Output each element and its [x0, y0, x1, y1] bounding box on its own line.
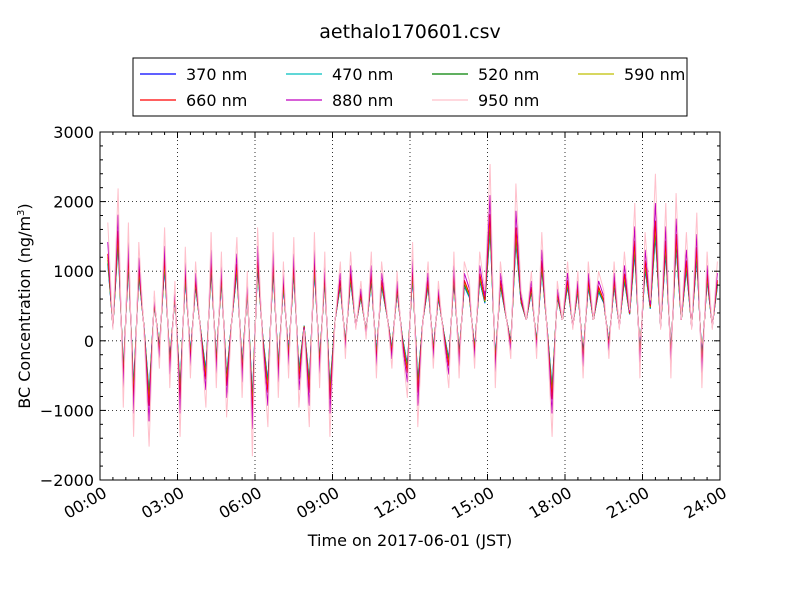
y-tick-label-1: −1000: [40, 401, 94, 420]
legend-label-5: 880 nm: [332, 91, 393, 110]
legend-frame: [132, 57, 688, 117]
x-tick-label-5: 15:00: [448, 483, 497, 523]
x-tick-label-8: 24:00: [681, 483, 730, 523]
y-tick-label-5: 3000: [53, 123, 94, 142]
legend-label-0: 370 nm: [186, 65, 247, 84]
legend-label-4: 660 nm: [186, 91, 247, 110]
y-axis-title-superscript: 3: [16, 210, 27, 216]
y-tick-label-4: 2000: [53, 193, 94, 212]
x-tick-label-4: 12:00: [371, 483, 420, 523]
x-tick-label-3: 09:00: [293, 483, 342, 523]
y-axis-title-suffix: ): [15, 203, 34, 209]
legend-label-2: 520 nm: [478, 65, 539, 84]
legend-label-3: 590 nm: [624, 65, 685, 84]
series-layer: [107, 163, 718, 457]
y-tick-label-0: −2000: [40, 471, 94, 490]
y-axis-title-main: BC Concentration (ng/m: [15, 216, 34, 409]
legend-label-6: 950 nm: [478, 91, 539, 110]
y-axis-title: BC Concentration (ng/m3): [15, 203, 34, 408]
x-tick-label-6: 18:00: [526, 483, 575, 523]
grid-layer: [100, 132, 720, 480]
x-tick-label-7: 21:00: [603, 483, 652, 523]
legend: 370 nm 470 nm 520 nm 590 nm 660 nm 880 nm 950 …: [132, 57, 688, 117]
chart-title: aethalo170601.csv: [319, 21, 501, 43]
y-tick-label-2: 0: [84, 332, 94, 351]
series-line-950-nm: [107, 163, 718, 457]
x-axis-title: Time on 2017-06-01 (JST): [307, 531, 512, 550]
y-tick-label-3: 1000: [53, 262, 94, 281]
legend-items: 370 nm 470 nm 520 nm 590 nm 660 nm 880 nm 950 …: [140, 65, 685, 110]
x-tick-label-1: 03:00: [138, 483, 187, 523]
legend-label-1: 470 nm: [332, 65, 393, 84]
x-tick-label-2: 06:00: [216, 483, 265, 523]
